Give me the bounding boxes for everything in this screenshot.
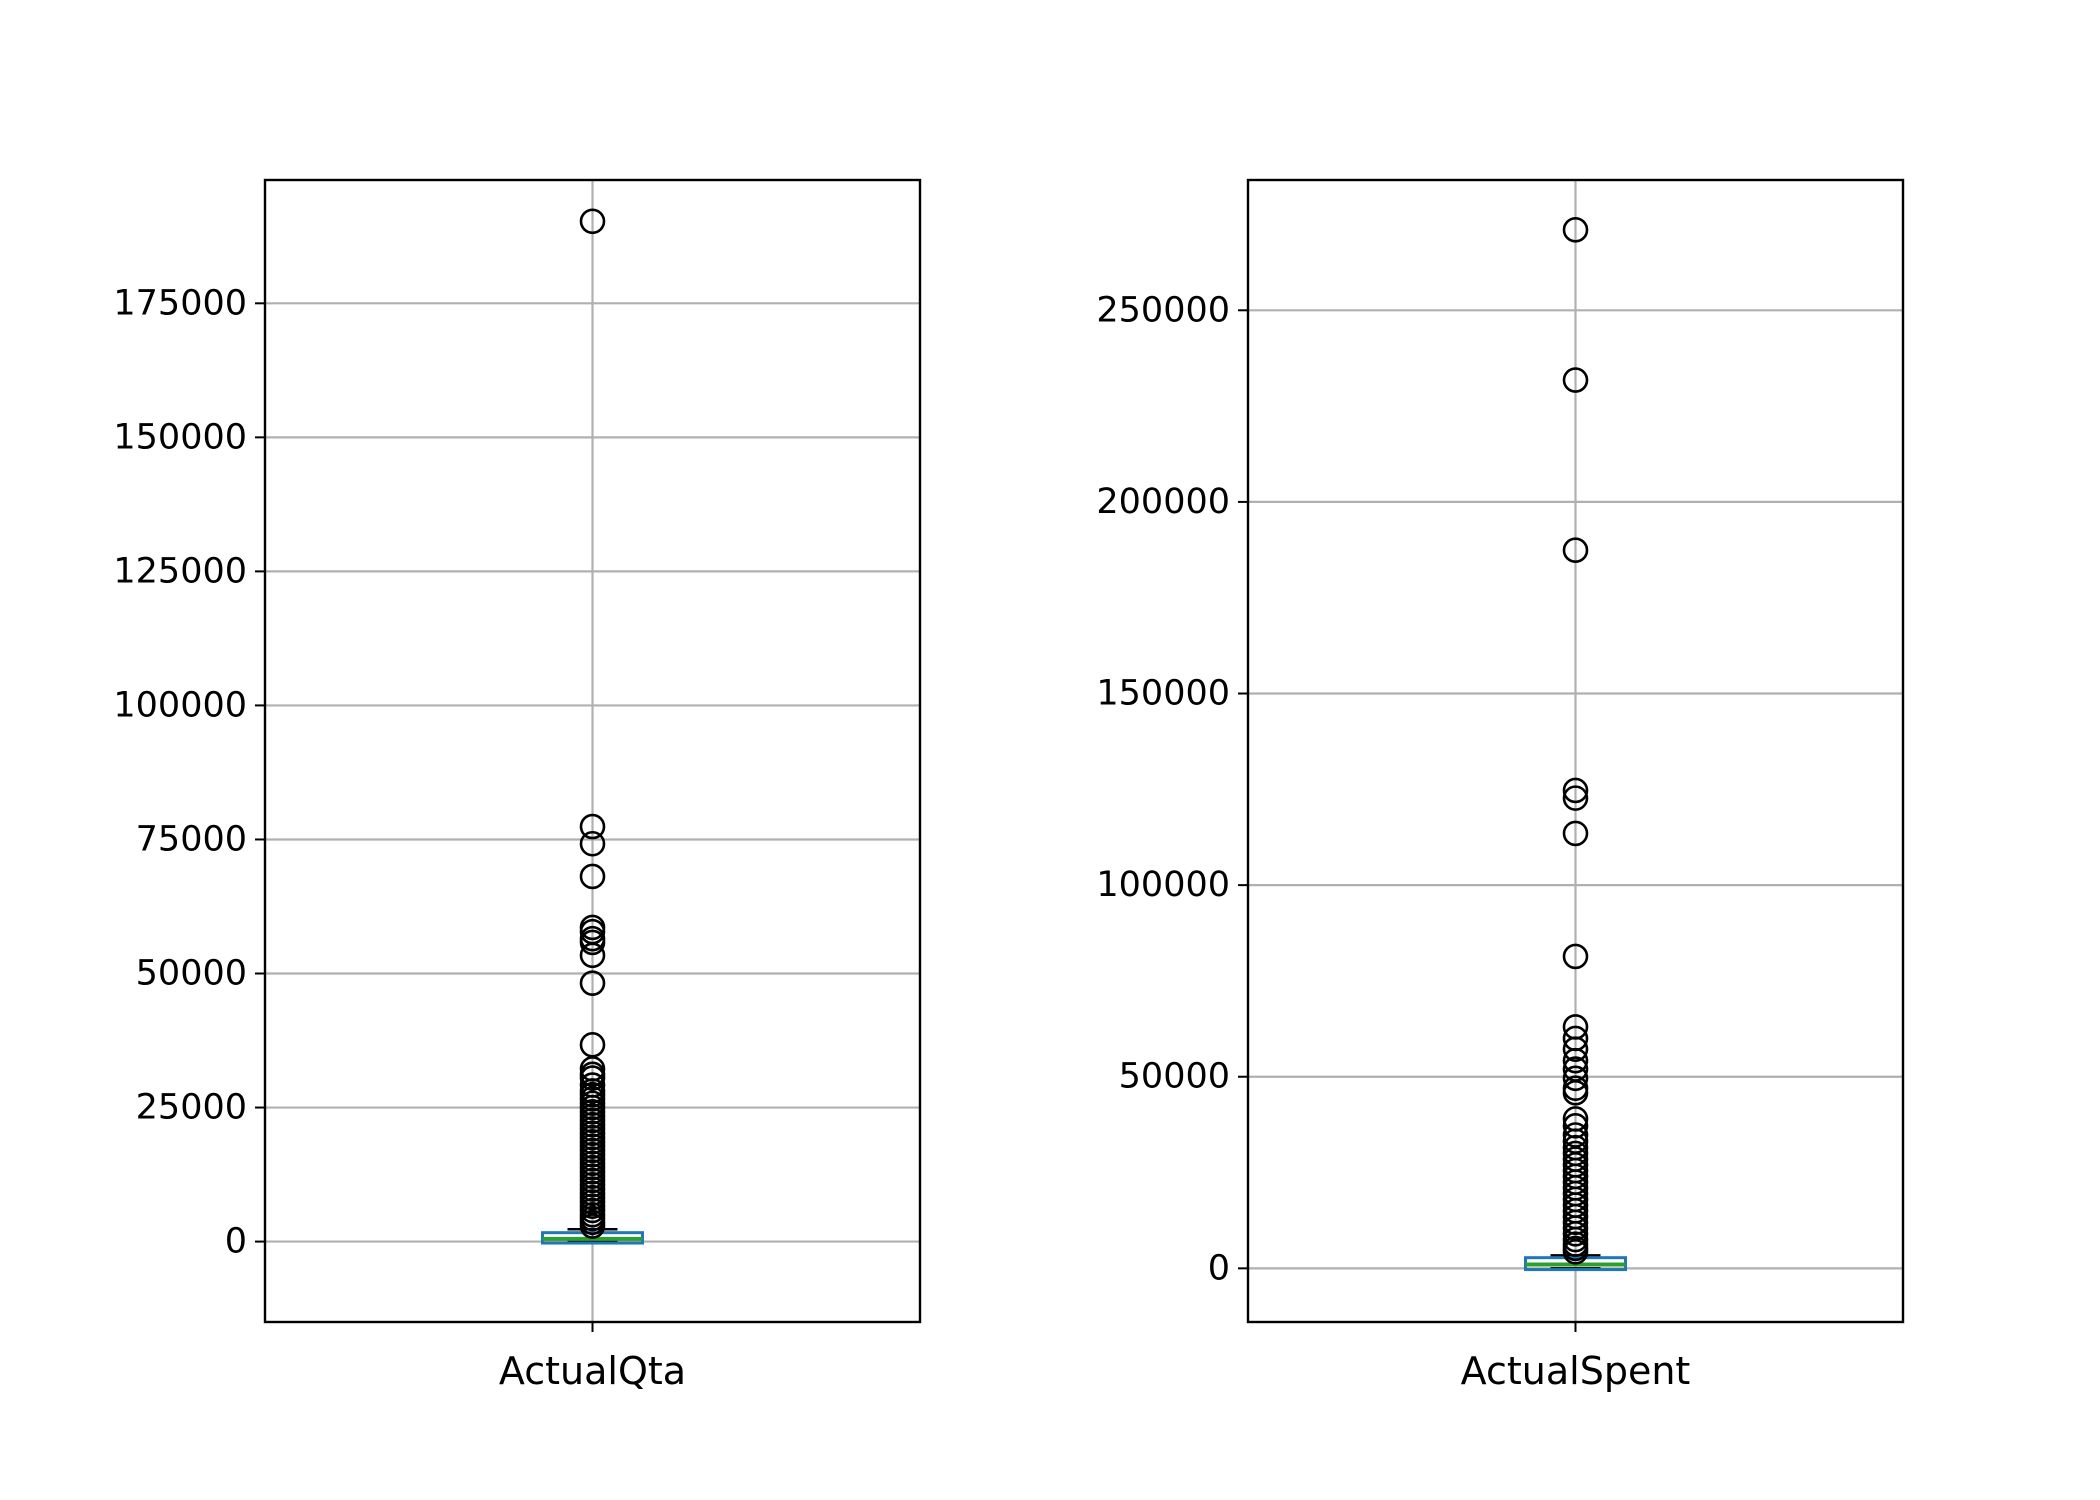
outlier-point: [1562, 1036, 1589, 1062]
outlier-point: [1562, 785, 1589, 811]
outlier-point: [579, 863, 606, 890]
outlier-point: [1562, 1080, 1589, 1106]
outlier-point: [1562, 1239, 1589, 1265]
y-tick-label: 100000: [113, 685, 247, 725]
outlier-point: [1562, 1221, 1589, 1247]
outlier-point: [579, 1213, 606, 1239]
y-tick-label: 175000: [113, 283, 247, 323]
outlier-point: [1562, 943, 1589, 970]
outlier-point: [579, 942, 606, 969]
x-category-label: ActualQta: [499, 1349, 686, 1393]
y-tick-label: 150000: [113, 417, 247, 457]
outlier-point: [1562, 537, 1589, 563]
y-tick-label: 75000: [136, 819, 247, 859]
y-tick-label: 250000: [1096, 290, 1230, 330]
y-tick-label: 0: [1208, 1248, 1230, 1288]
outlier-point: [579, 970, 606, 996]
y-tick-label: 50000: [136, 954, 247, 994]
outlier-point: [579, 929, 606, 956]
outlier-point: [579, 813, 606, 840]
outlier-point: [579, 1065, 606, 1091]
outlier-point: [1562, 777, 1589, 804]
outlier-point: [1562, 820, 1589, 847]
outlier-point: [1562, 217, 1589, 243]
y-tick-label: 125000: [113, 551, 247, 591]
outlier-point: [579, 830, 606, 857]
outlier-point: [579, 208, 606, 235]
x-category-label: ActualSpent: [1461, 1349, 1691, 1393]
outlier-point: [1562, 367, 1589, 393]
y-tick-label: 0: [225, 1222, 247, 1262]
boxplot-actualspent: 0 50000 100000 150000 200000 250000 ActualSpen…: [1096, 178, 1905, 1393]
boxplot-actualqta: 0 25000 50000 75000 100000 125000 150000 175000…: [113, 178, 922, 1393]
y-tick-label: 200000: [1096, 482, 1230, 522]
outlier-point: [1562, 1065, 1589, 1092]
outlier-point: [1562, 1047, 1589, 1074]
y-tick-label: 50000: [1119, 1057, 1230, 1097]
y-tick-label: 150000: [1096, 674, 1230, 714]
y-tick-label: 25000: [136, 1088, 247, 1128]
y-tick-label: 100000: [1096, 865, 1230, 905]
